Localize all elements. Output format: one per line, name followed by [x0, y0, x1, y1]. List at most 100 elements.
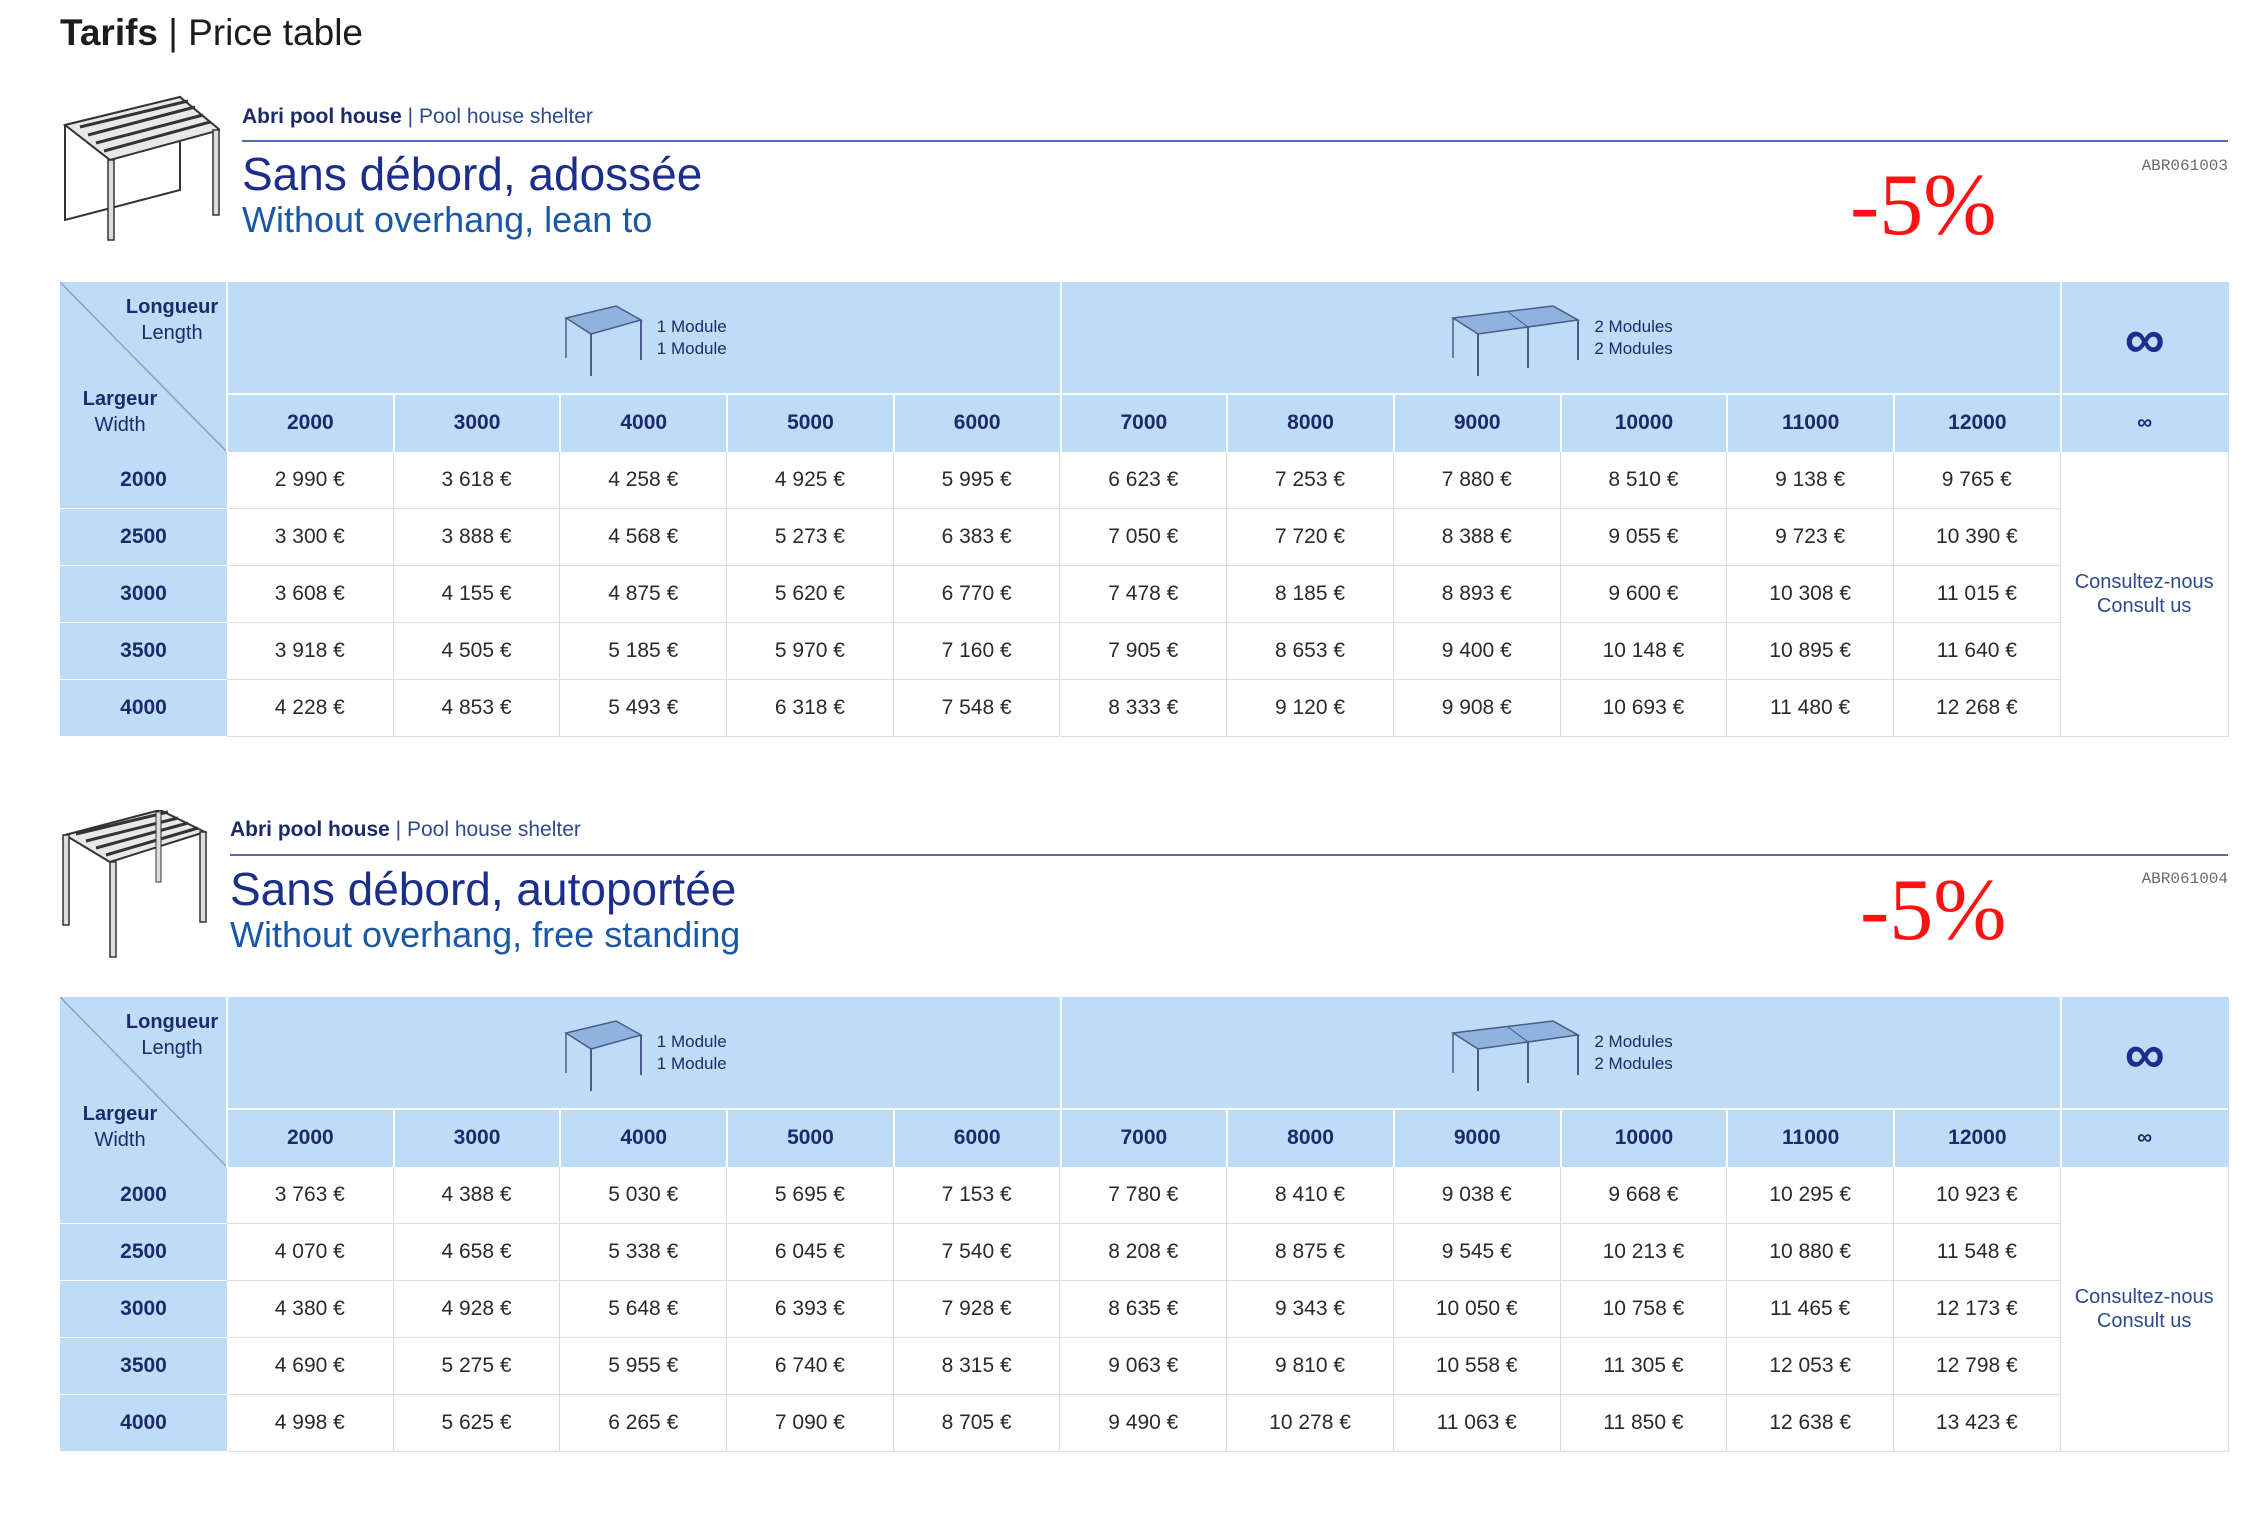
price-cell: 5 273 € — [727, 509, 894, 566]
column-header: 11000 — [1727, 394, 1894, 452]
price-cell: 9 545 € — [1393, 1224, 1561, 1281]
one-module-en: 1 Module — [656, 339, 727, 358]
two-module-header: 2 Modules 2 Modules — [1060, 997, 2061, 1109]
row-header: 3000 — [60, 566, 227, 623]
price-cell: 9 055 € — [1560, 509, 1728, 566]
price-cell: 7 780 € — [1060, 1167, 1228, 1224]
two-module-label: 2 Modules 2 Modules — [1594, 316, 1672, 360]
price-cell: 3 300 € — [227, 509, 394, 566]
column-header: 2000 — [227, 394, 394, 452]
section-title-en: Without overhang, free standing — [230, 914, 741, 955]
consult-fr: Consultez-nous — [2074, 1286, 2214, 1308]
row-header: 4000 — [60, 1395, 227, 1452]
column-header: 5000 — [727, 1109, 894, 1167]
row-header: 4000 — [60, 680, 227, 737]
column-separator — [892, 394, 895, 452]
width-label: Largeur Width — [60, 1101, 180, 1153]
lean-to-pergola-icon — [62, 95, 220, 241]
price-cell: 2 990 € — [227, 452, 394, 509]
one-module-fr: 1 Module — [656, 317, 727, 336]
price-cell: 4 568 € — [560, 509, 728, 566]
two-module-header: 2 Modules 2 Modules — [1060, 282, 2061, 394]
price-cell: 10 895 € — [1727, 623, 1894, 680]
price-cell: 8 875 € — [1227, 1224, 1394, 1281]
column-separator — [559, 394, 562, 452]
price-cell: 10 213 € — [1560, 1224, 1728, 1281]
column-separator — [1392, 1109, 1395, 1167]
price-cell: 4 505 € — [393, 623, 561, 680]
column-separator — [559, 1109, 562, 1167]
section-category: Abri pool house | Pool house shelter — [230, 818, 581, 842]
price-cell: 7 478 € — [1060, 566, 1228, 623]
width-fr: Largeur — [82, 1103, 158, 1125]
length-en: Length — [141, 1037, 203, 1059]
corner-diagonal — [60, 282, 227, 452]
price-cell: 7 253 € — [1227, 452, 1394, 509]
price-table: Longueur Length Largeur Width 1 Module 1 Modu… — [60, 997, 2229, 1457]
price-cell: 12 268 € — [1894, 680, 2061, 737]
price-cell: 7 905 € — [1060, 623, 1228, 680]
section-category: Abri pool house | Pool house shelter — [242, 105, 593, 129]
category-fr: Abri pool house — [230, 818, 390, 841]
column-separator — [1893, 1109, 1895, 1167]
price-section-lean-to: Abri pool house | Pool house shelter ABR… — [60, 95, 2229, 775]
price-cell: 9 343 € — [1227, 1281, 1394, 1338]
header-row-separator — [227, 393, 2228, 395]
price-cell: 6 383 € — [893, 509, 1061, 566]
consult-cell: Consultez-nous Consult us — [2060, 452, 2229, 737]
price-cell: 4 853 € — [393, 680, 561, 737]
page-title-bold: Tarifs — [60, 12, 159, 53]
column-separator — [726, 394, 729, 452]
one-module-header: 1 Module 1 Module — [227, 997, 1061, 1109]
price-cell: 10 693 € — [1560, 680, 1728, 737]
column-header: 3000 — [393, 1109, 561, 1167]
column-header: 11000 — [1727, 1109, 1894, 1167]
price-cell: 7 160 € — [893, 623, 1061, 680]
column-separator — [1893, 394, 1895, 452]
column-separator — [1726, 1109, 1729, 1167]
price-cell: 6 623 € — [1060, 452, 1228, 509]
price-cell: 8 410 € — [1227, 1167, 1394, 1224]
consult-en: Consult us — [2096, 595, 2192, 617]
one-module-en: 1 Module — [656, 1054, 727, 1073]
price-cell: 4 998 € — [227, 1395, 394, 1452]
length-label: Longueur Length — [122, 1009, 222, 1061]
header-row-separator — [227, 1108, 2228, 1110]
price-cell: 9 723 € — [1727, 509, 1894, 566]
price-cell: 7 720 € — [1227, 509, 1394, 566]
price-cell: 8 653 € — [1227, 623, 1394, 680]
price-cell: 5 695 € — [727, 1167, 894, 1224]
price-cell: 8 315 € — [893, 1338, 1061, 1395]
price-cell: 4 228 € — [227, 680, 394, 737]
price-cell: 10 278 € — [1227, 1395, 1394, 1452]
price-cell: 4 258 € — [560, 452, 728, 509]
one-module-label: 1 Module 1 Module — [657, 316, 727, 360]
length-fr: Longueur — [125, 296, 219, 318]
discount-badge: -5% — [1860, 862, 2007, 959]
price-cell: 10 923 € — [1894, 1167, 2061, 1224]
price-cell: 7 090 € — [727, 1395, 894, 1452]
discount-badge: -5% — [1850, 157, 1997, 254]
width-en: Width — [94, 414, 146, 436]
price-cell: 4 690 € — [227, 1338, 394, 1395]
header-separator — [2059, 282, 2062, 452]
price-cell: 6 770 € — [893, 566, 1061, 623]
price-cell: 9 908 € — [1393, 680, 1561, 737]
row-header: 2000 — [60, 1167, 227, 1224]
price-section-free-standing: Abri pool house | Pool house shelter ABR… — [60, 810, 2229, 1490]
page-title-rest: | Price table — [158, 12, 363, 53]
price-cell: 12 173 € — [1894, 1281, 2061, 1338]
column-header: 8000 — [1227, 1109, 1394, 1167]
column-header: ∞ — [2060, 394, 2229, 452]
price-cell: 7 050 € — [1060, 509, 1228, 566]
price-cell: 5 995 € — [893, 452, 1061, 509]
header-separator — [226, 282, 228, 452]
price-cell: 5 275 € — [393, 1338, 561, 1395]
price-cell: 8 208 € — [1060, 1224, 1228, 1281]
price-cell: 5 625 € — [393, 1395, 561, 1452]
row-header: 3500 — [60, 623, 227, 680]
price-cell: 8 705 € — [893, 1395, 1061, 1452]
row-header: 2500 — [60, 1224, 227, 1281]
infinity-header: ∞ — [2060, 282, 2229, 394]
price-cell: 10 758 € — [1560, 1281, 1728, 1338]
